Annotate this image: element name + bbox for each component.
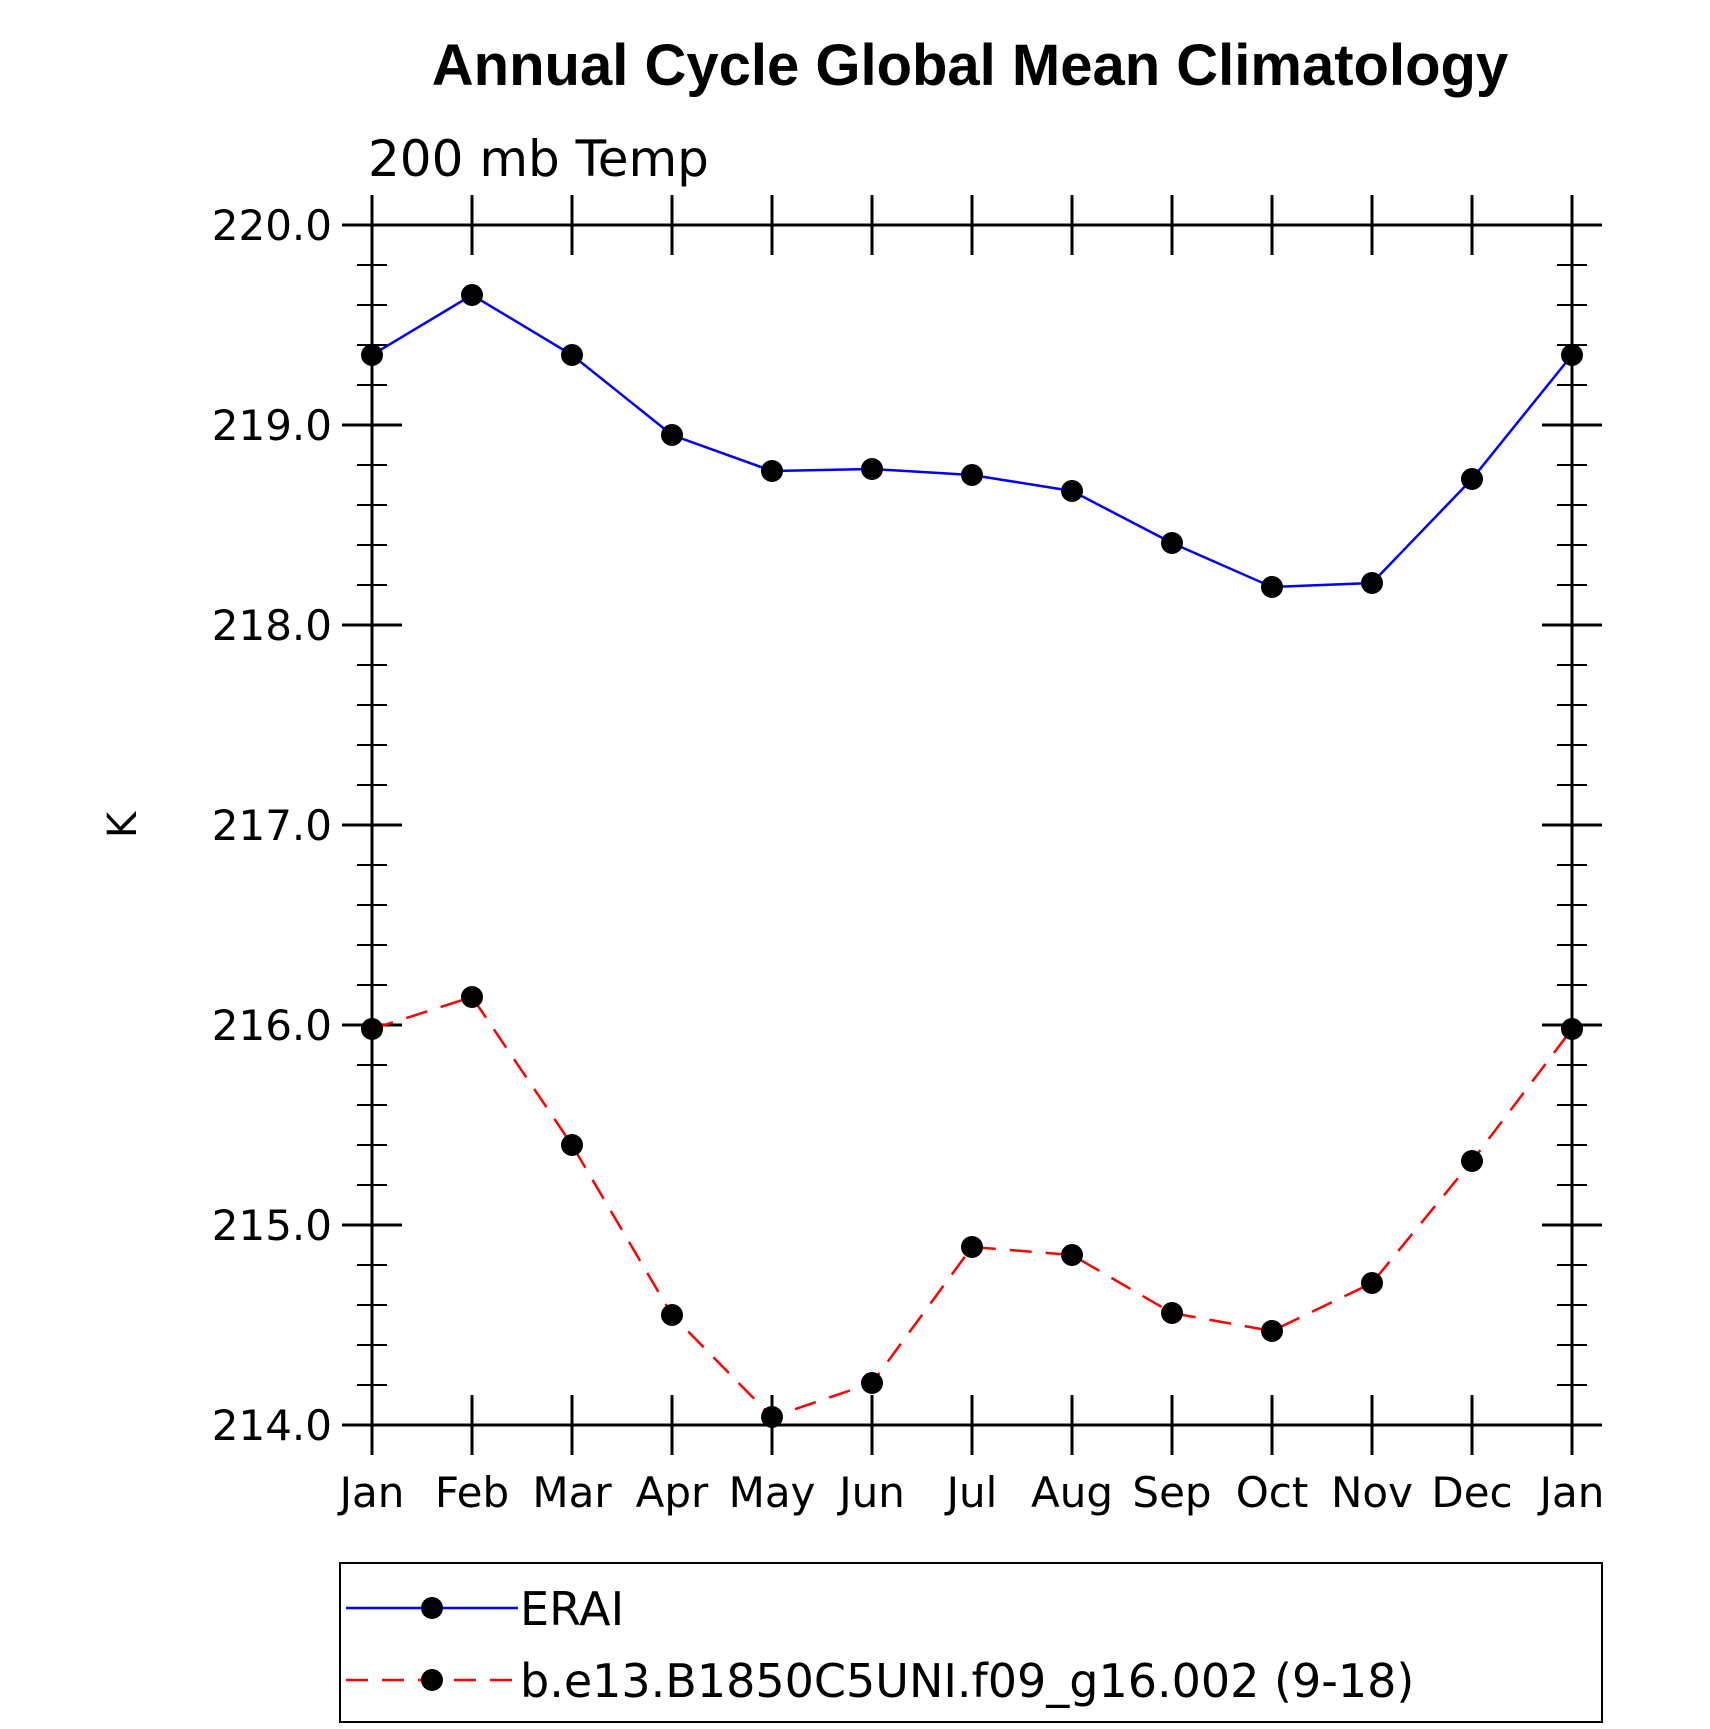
x-tick-label: Oct <box>1236 1468 1309 1517</box>
legend-label-erai: ERAI <box>520 1582 624 1636</box>
series-1-point <box>1061 1244 1083 1266</box>
axis-ticks: 214.0 215.0 216.0 217.0 218.0 219.0 220.0 Jan Fe… <box>212 195 1605 1517</box>
series-1-point <box>1361 1272 1383 1294</box>
y-tick-label: 216.0 <box>212 1001 332 1050</box>
series-0-point <box>1261 576 1283 598</box>
legend: ERAI b.e13.B1850C5UNI.f09_g16.002 (9-18) <box>339 1562 1603 1723</box>
series-line-1 <box>371 995 1573 1419</box>
series-1-point <box>461 986 483 1008</box>
series-0-point <box>1061 480 1083 502</box>
series-0-point <box>861 458 883 480</box>
x-tick-label: Sep <box>1132 1468 1211 1517</box>
series-1-point <box>761 1406 783 1428</box>
series-1-point <box>661 1304 683 1326</box>
series-1-point <box>861 1372 883 1394</box>
legend-label-model: b.e13.B1850C5UNI.f09_g16.002 (9-18) <box>520 1654 1414 1708</box>
x-tick-label: Jan <box>337 1468 405 1517</box>
x-tick-label: May <box>729 1468 816 1517</box>
y-tick-label: 219.0 <box>212 401 332 450</box>
y-tick-label: 218.0 <box>212 601 332 650</box>
y-axis-label: K <box>100 810 146 838</box>
series-0-point <box>361 344 383 366</box>
series-0-point <box>1561 344 1583 366</box>
chart-title: Annual Cycle Global Mean Climatology <box>432 33 1508 98</box>
chart-subtitle: 200 mb Temp <box>368 130 709 188</box>
series-1-point <box>961 1236 983 1258</box>
x-tick-label: Jan <box>1537 1468 1605 1517</box>
x-tick-label: Dec <box>1431 1468 1512 1517</box>
y-tick-label: 214.0 <box>212 1401 332 1450</box>
series-0-point <box>1361 572 1383 594</box>
series-0-point <box>761 460 783 482</box>
series-1-point <box>1261 1320 1283 1342</box>
series-1-point <box>361 1018 383 1040</box>
x-tick-label: Jun <box>836 1468 905 1517</box>
series-0-point <box>1461 468 1483 490</box>
legend-marker-model <box>421 1669 443 1691</box>
x-tick-label: Apr <box>636 1468 709 1517</box>
x-tick-label: Feb <box>435 1468 509 1517</box>
series-line-0 <box>371 293 1573 589</box>
series-1-point <box>561 1134 583 1156</box>
legend-frame <box>339 1562 1603 1723</box>
series-0-point <box>561 344 583 366</box>
series-1-point <box>1161 1302 1183 1324</box>
series-0-point <box>461 284 483 306</box>
series-1-point <box>1461 1150 1483 1172</box>
y-tick-label: 217.0 <box>212 801 332 850</box>
legend-marker-erai <box>421 1597 443 1619</box>
x-tick-label: Nov <box>1331 1468 1413 1517</box>
x-tick-label: Aug <box>1031 1468 1113 1517</box>
series-1-point <box>1561 1018 1583 1040</box>
series-layer <box>361 284 1583 1428</box>
series-0-point <box>961 464 983 486</box>
x-tick-label: Jul <box>944 1468 998 1517</box>
y-tick-label: 215.0 <box>212 1201 332 1250</box>
series-0-point <box>1161 532 1183 554</box>
series-0-point <box>661 424 683 446</box>
y-tick-label: 220.0 <box>212 201 332 250</box>
x-tick-label: Mar <box>532 1468 612 1517</box>
